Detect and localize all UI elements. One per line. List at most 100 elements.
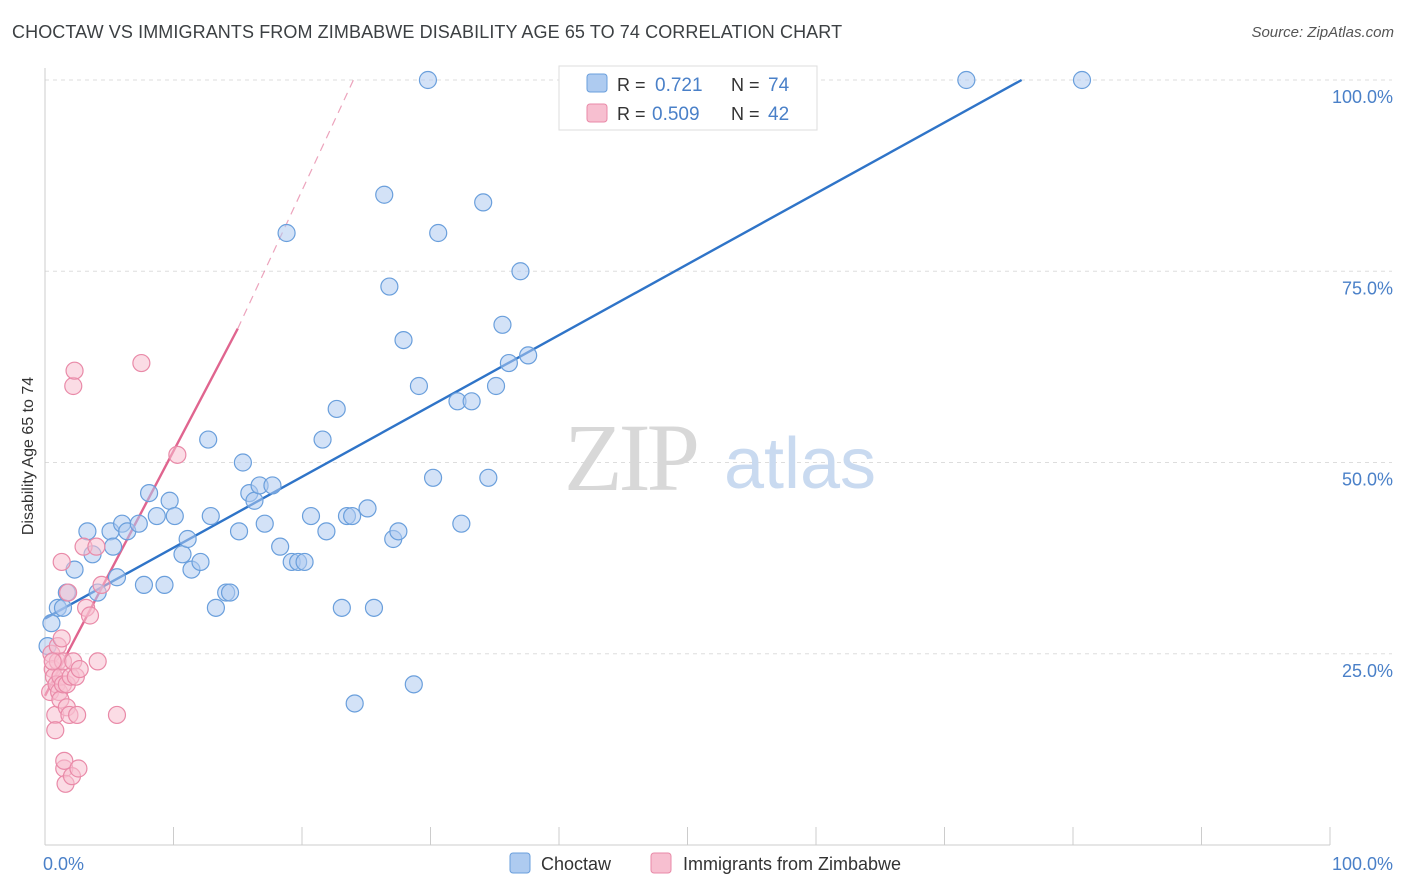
- legend-swatch-choctaw: [509, 852, 531, 874]
- point-choctaw-14: [129, 514, 148, 533]
- stats-legend: R = 0.721 N = 74 R = 0.509 N = 42: [558, 65, 818, 131]
- trend-line-zimbabwe: [43, 328, 239, 697]
- point-choctaw-46: [332, 598, 351, 617]
- stats-r-label-choctaw: R =: [617, 75, 646, 95]
- watermark-atlas: atlas: [724, 424, 876, 504]
- y-axis-label: Disability Age 65 to 74: [20, 377, 37, 535]
- x-tick-label-1: 100.0%: [1332, 854, 1393, 874]
- point-choctaw-30: [229, 522, 249, 541]
- stats-n-value-zimbabwe: 42: [768, 104, 789, 125]
- point-choctaw-53: [389, 522, 408, 541]
- stats-n-value-choctaw: 74: [768, 75, 790, 96]
- point-zimbabwe-27: [65, 361, 84, 380]
- point-choctaw-64: [479, 468, 498, 487]
- point-zimbabwe-41: [43, 652, 62, 671]
- point-choctaw-62: [462, 392, 481, 411]
- stats-n-label-zimbabwe: N =: [731, 104, 760, 124]
- point-choctaw-58: [423, 468, 443, 487]
- point-choctaw-71: [1072, 70, 1092, 90]
- point-zimbabwe-13: [52, 552, 71, 572]
- point-choctaw-50: [364, 598, 384, 617]
- point-choctaw-61: [452, 514, 471, 533]
- point-choctaw-18: [155, 575, 174, 595]
- point-zimbabwe-30: [69, 759, 88, 778]
- point-zimbabwe-5: [46, 721, 65, 740]
- point-zimbabwe-31: [70, 659, 89, 679]
- point-choctaw-44: [317, 522, 336, 541]
- point-choctaw-19: [160, 491, 179, 510]
- point-zimbabwe-29: [68, 705, 87, 725]
- legend-label-choctaw: Choctaw: [541, 854, 612, 874]
- point-choctaw-10: [104, 537, 123, 556]
- point-choctaw-51: [375, 185, 394, 204]
- point-choctaw-56: [409, 376, 429, 396]
- point-zimbabwe-12: [52, 629, 71, 648]
- point-choctaw-26: [201, 506, 220, 526]
- trend-lines: [43, 78, 1023, 697]
- series-legend: Choctaw Immigrants from Zimbabwe: [509, 852, 901, 874]
- point-choctaw-38: [277, 223, 296, 243]
- point-zimbabwe-21: [59, 583, 78, 602]
- point-choctaw-42: [301, 506, 321, 526]
- point-choctaw-3: [53, 598, 73, 617]
- point-zimbabwe-39: [132, 353, 151, 373]
- point-choctaw-66: [493, 315, 512, 334]
- point-choctaw-22: [178, 529, 197, 549]
- y-tick-label-2: 75.0%: [1342, 278, 1393, 298]
- point-choctaw-73: [380, 277, 399, 296]
- point-choctaw-54: [394, 331, 413, 350]
- source-label: Source: ZipAtlas.com: [1251, 24, 1394, 41]
- point-zimbabwe-36: [88, 652, 107, 671]
- point-choctaw-16: [139, 484, 159, 503]
- point-zimbabwe-35: [87, 537, 106, 556]
- point-zimbabwe-17: [55, 751, 74, 770]
- point-choctaw-49: [358, 499, 377, 518]
- y-tick-label-3: 100.0%: [1332, 87, 1393, 107]
- point-choctaw-15: [134, 575, 154, 595]
- point-zimbabwe-34: [80, 606, 100, 625]
- legend-label-zimbabwe: Immigrants from Zimbabwe: [683, 854, 901, 874]
- point-choctaw-17: [147, 506, 166, 526]
- point-choctaw-55: [404, 675, 423, 694]
- point-choctaw-36: [263, 476, 282, 495]
- axes: [44, 68, 1331, 846]
- point-choctaw-43: [313, 430, 332, 449]
- stats-r-value-choctaw: 0.721: [655, 75, 703, 96]
- point-choctaw-48: [343, 506, 362, 526]
- point-choctaw-37: [271, 537, 290, 556]
- x-tick-label-0: 0.0%: [43, 854, 84, 874]
- grid: [45, 79, 1392, 655]
- stats-r-label-zimbabwe: R =: [617, 104, 646, 124]
- point-choctaw-67: [499, 353, 518, 373]
- stats-swatch-choctaw: [586, 73, 608, 93]
- legend-swatch-zimbabwe: [650, 852, 672, 874]
- point-zimbabwe-26: [64, 376, 83, 396]
- point-choctaw-24: [191, 552, 210, 572]
- point-choctaw-35: [255, 514, 274, 533]
- tick-labels: 25.0% 50.0% 75.0% 100.0% 0.0% 100.0%: [43, 87, 1393, 874]
- point-choctaw-70: [957, 70, 976, 90]
- point-choctaw-6: [78, 522, 97, 541]
- watermark: ZIP atlas: [564, 404, 876, 511]
- watermark-zip: ZIP: [564, 404, 697, 511]
- point-zimbabwe-38: [107, 705, 127, 725]
- point-choctaw-65: [486, 376, 506, 396]
- y-tick-label-1: 50.0%: [1342, 470, 1393, 490]
- point-choctaw-11: [107, 568, 127, 587]
- point-choctaw-21: [173, 545, 192, 564]
- point-choctaw-27: [206, 598, 226, 617]
- point-choctaw-20: [165, 506, 184, 526]
- trend-extension-zimbabwe: [237, 79, 354, 329]
- point-choctaw-69: [519, 346, 538, 365]
- y-tick-label-0: 25.0%: [1342, 661, 1393, 681]
- point-choctaw-31: [233, 453, 252, 472]
- point-choctaw-1: [42, 614, 61, 633]
- point-choctaw-57: [418, 70, 438, 90]
- point-choctaw-63: [474, 193, 493, 212]
- stats-swatch-zimbabwe: [586, 103, 608, 123]
- point-choctaw-45: [327, 399, 346, 419]
- chart-title: CHOCTAW VS IMMIGRANTS FROM ZIMBABWE DISA…: [12, 22, 843, 42]
- point-choctaw-59: [429, 223, 448, 243]
- point-zimbabwe-40: [168, 445, 187, 464]
